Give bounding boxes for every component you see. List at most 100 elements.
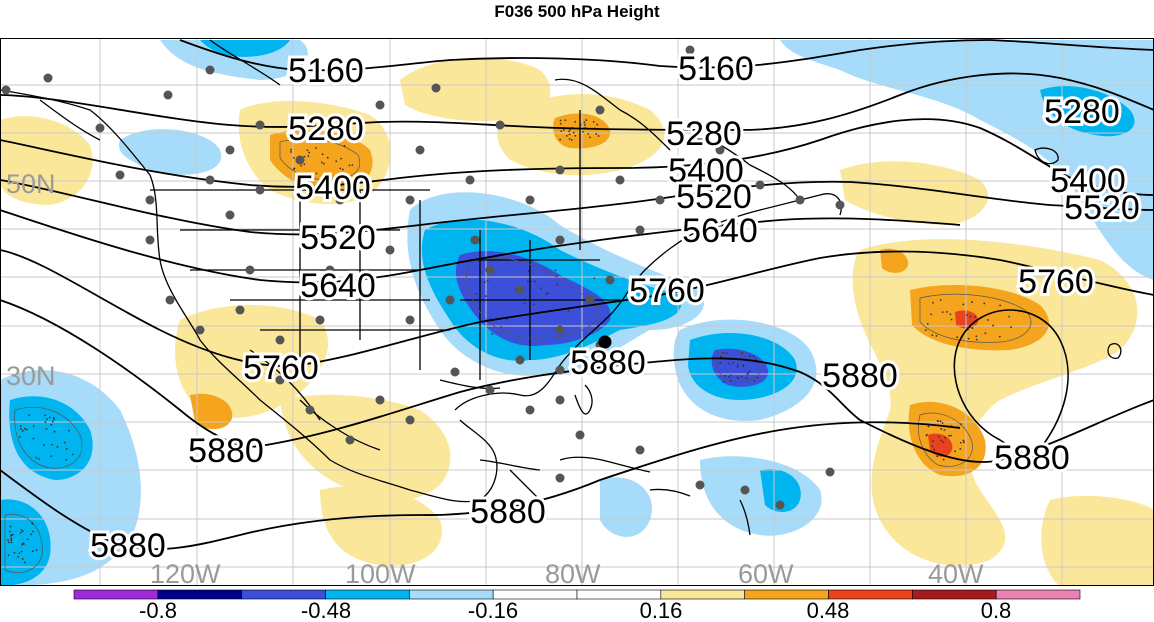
neg-anomaly-region <box>1040 86 1135 137</box>
station-marker <box>235 305 245 315</box>
contour-5640 <box>0 209 961 284</box>
station-marker <box>145 235 155 245</box>
station-marker <box>515 355 525 365</box>
station-marker <box>755 180 765 190</box>
station-marker <box>635 445 645 455</box>
colorbar-tick-label: -0.16 <box>468 598 518 622</box>
station-marker <box>345 435 355 445</box>
station-marker <box>835 200 845 210</box>
lon-label-60w: 60W <box>738 559 794 589</box>
contour-5880 <box>0 299 1154 463</box>
highlight-station-marker <box>598 335 612 349</box>
contour-label-5400: 5400 <box>1050 162 1126 200</box>
station-marker <box>555 235 565 245</box>
station-marker <box>695 480 705 490</box>
pos-anomaly-region <box>400 57 551 122</box>
contour-label-5640: 5640 <box>300 267 376 305</box>
station-marker <box>465 175 475 185</box>
contour-label-5760: 5760 <box>243 349 319 387</box>
station-marker <box>515 285 525 295</box>
contour-label-5880: 5880 <box>90 527 166 565</box>
colorbar-tick-label: -0.8 <box>139 598 177 622</box>
station-marker <box>740 485 750 495</box>
station-marker <box>275 335 285 345</box>
station-marker <box>715 145 725 155</box>
station-marker <box>450 367 460 377</box>
pos-anomaly-region <box>0 116 93 205</box>
station-marker <box>195 325 205 335</box>
station-marker <box>163 90 173 100</box>
contour-label-5760: 5760 <box>629 272 705 310</box>
lon-label-80w: 80W <box>545 559 601 589</box>
station-marker <box>585 295 595 305</box>
pos-anomaly-region <box>190 393 233 430</box>
station-marker <box>555 365 565 375</box>
station-marker <box>795 195 805 205</box>
colorbar-labels: -0.8 -0.48 -0.16 0.16 0.48 0.8 <box>139 598 1011 622</box>
contour-label-5520: 5520 <box>300 219 376 257</box>
station-marker <box>405 315 415 325</box>
colorbar-swatch <box>995 589 1081 600</box>
contour-label-5880: 5880 <box>822 357 898 395</box>
contour-5400 <box>0 118 1154 196</box>
contour-5280 <box>0 72 1154 131</box>
station-marker <box>255 120 265 130</box>
station-marker <box>431 83 441 93</box>
contour-label-5760: 5760 <box>1018 263 1094 301</box>
station-marker <box>255 185 265 195</box>
lat-label-50n: 50N <box>6 169 56 199</box>
station-marker <box>245 265 255 275</box>
pos-anomaly-region <box>320 486 442 566</box>
neg-anomaly-region <box>0 499 51 586</box>
station-marker <box>43 73 53 83</box>
station-marker <box>315 315 325 325</box>
station-marker <box>485 265 495 275</box>
station-marker <box>295 155 305 165</box>
lat-label-30n: 30N <box>6 361 56 391</box>
contour-label-5160: 5160 <box>678 50 754 88</box>
contour-label-5520: 5520 <box>676 178 752 216</box>
station-marker <box>525 405 535 415</box>
contour-label-5400: 5400 <box>668 152 744 190</box>
contour-label-5280: 5280 <box>1044 93 1120 131</box>
station-marker <box>335 195 345 205</box>
station-marker <box>225 210 235 220</box>
contour-label-5880: 5880 <box>188 432 264 470</box>
pos-anomaly-region <box>880 248 909 273</box>
contour-closed <box>953 309 1069 462</box>
station-marker <box>375 395 385 405</box>
anomaly-contours <box>4 138 1032 573</box>
neg-anomaly-region <box>200 40 290 57</box>
lon-label-40w: 40W <box>928 559 984 589</box>
station-marker <box>555 395 565 405</box>
station-marker <box>605 275 615 285</box>
pos-anomaly-region <box>175 305 329 418</box>
station-marker <box>405 415 415 425</box>
station-marker <box>825 467 835 477</box>
contour-5760 <box>0 249 1154 367</box>
neg-anomaly-region <box>119 129 222 175</box>
contour-label-5520: 5520 <box>1064 189 1140 227</box>
pos-anomaly-region <box>840 161 989 225</box>
station-marker <box>555 165 565 175</box>
anomaly-shading <box>0 40 1154 586</box>
contour-5880 <box>0 421 961 550</box>
contour-label-5880: 5880 <box>994 439 1070 477</box>
contour-5160 <box>179 39 991 72</box>
colorbar-tick-label: -0.48 <box>301 598 351 622</box>
station-marker <box>635 225 645 235</box>
station-marker <box>775 500 785 510</box>
neg-anomaly-region <box>760 469 801 512</box>
coastlines-borders <box>0 39 1122 536</box>
contour-label-5160: 5160 <box>288 52 364 90</box>
station-marker <box>415 145 425 155</box>
station-marker <box>575 430 585 440</box>
station-marker <box>325 265 335 275</box>
station-marker <box>205 175 215 185</box>
neg-anomaly-region <box>600 477 652 537</box>
contour-label-5880: 5880 <box>570 344 646 382</box>
contour-label-5280: 5280 <box>666 115 742 153</box>
station-marker <box>555 473 565 483</box>
station-marker <box>205 65 215 75</box>
station-marker <box>405 195 415 205</box>
